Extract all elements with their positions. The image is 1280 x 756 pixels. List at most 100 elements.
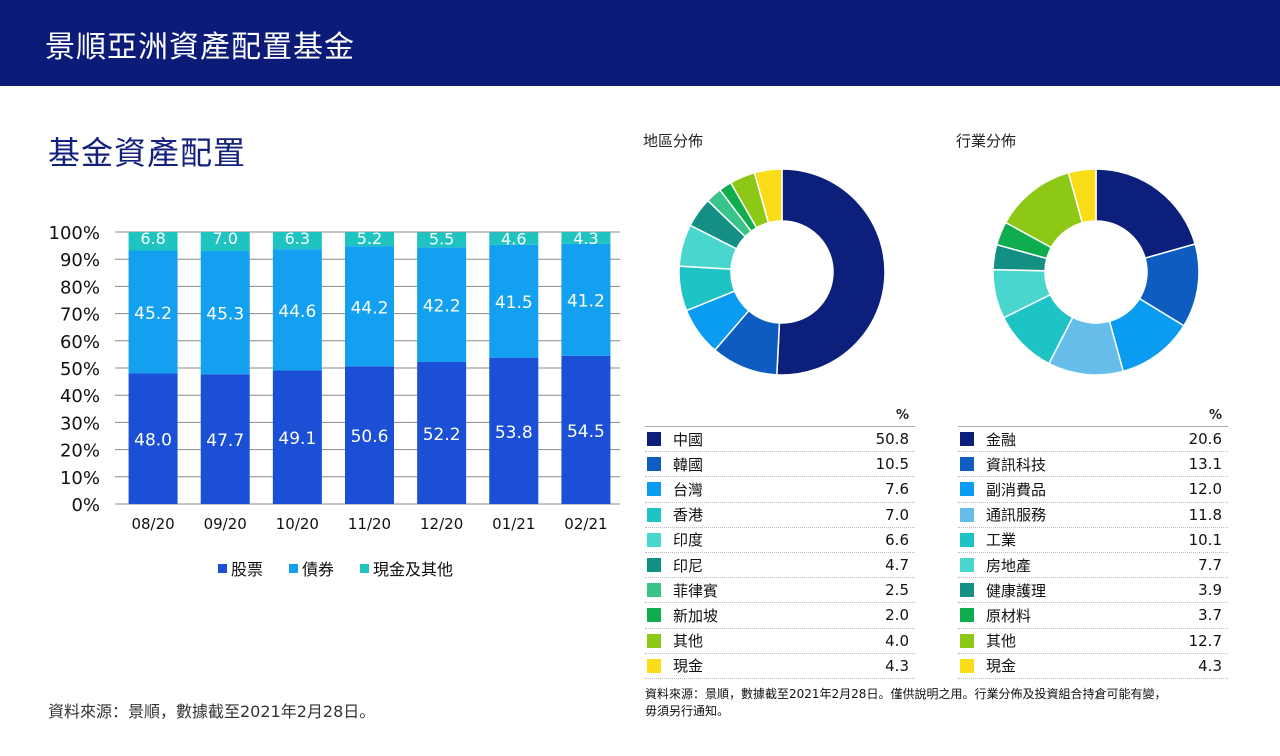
- bar-segment-現金及其他: [345, 232, 394, 247]
- bar-value-label: 52.2: [423, 425, 461, 445]
- industry-table-row: 現金 4.3: [958, 654, 1228, 679]
- y-tick-label: 50%: [60, 359, 100, 380]
- industry-row-label: 通訊服務: [986, 506, 1047, 525]
- industry-row-swatch: [960, 633, 974, 648]
- region-row-value: 10.5: [875, 455, 909, 474]
- region-row-swatch: [647, 558, 661, 573]
- industry-table-row: 通訊服務 11.8: [958, 503, 1228, 528]
- bar-segment-股票: [272, 370, 322, 504]
- industry-row-value: 10.1: [1188, 530, 1222, 549]
- x-tick-label: 11/20: [348, 515, 391, 533]
- industry-chart-title: 行業分佈: [956, 132, 1017, 150]
- region-row-label: 新加坡: [673, 606, 719, 625]
- region-row-label: 其他: [673, 632, 704, 651]
- region-table-row: 台灣 7.6: [645, 477, 915, 503]
- legend-item-stocks: 股票: [218, 556, 263, 580]
- donut-slice-現金: [1067, 168, 1097, 224]
- bar-value-label: 48.0: [134, 431, 172, 451]
- region-table-row: 新加坡 2.0: [645, 603, 915, 629]
- bar-segment-股票: [489, 357, 539, 504]
- bar-segment-股票: [345, 366, 394, 504]
- bar-segment-現金及其他: [200, 232, 250, 252]
- bar-value-label: 45.2: [134, 304, 172, 324]
- region-table-row: 印尼 4.7: [645, 553, 915, 579]
- x-tick-label: 12/20: [420, 515, 463, 533]
- industry-row-swatch: [960, 608, 974, 623]
- region-row-value: 7.6: [885, 480, 909, 499]
- industry-table-row: 金融 20.6: [958, 427, 1228, 453]
- region-row-label: 台灣: [673, 480, 704, 499]
- bar-value-label: 41.5: [495, 293, 533, 313]
- industry-row-swatch: [960, 482, 974, 497]
- bar-segment-債券: [128, 250, 178, 374]
- region-row-swatch: [647, 482, 661, 497]
- region-row-label: 菲律賓: [673, 581, 719, 600]
- industry-table-row: 健康護理 3.9: [958, 578, 1228, 604]
- bar-value-label: 4.6: [501, 229, 526, 248]
- region-row-swatch: [647, 457, 661, 472]
- industry-row-label: 現金: [986, 657, 1017, 676]
- y-tick-label: 90%: [60, 250, 100, 271]
- region-table-row: 現金 4.3: [645, 654, 915, 679]
- y-tick-label: 80%: [60, 277, 100, 298]
- region-row-label: 香港: [673, 506, 704, 525]
- industry-table-row: 房地產 7.7: [958, 553, 1228, 579]
- industry-row-value: 3.7: [1198, 606, 1222, 625]
- region-row-swatch: [647, 432, 661, 447]
- region-row-value: 50.8: [875, 430, 909, 449]
- bar-segment-股票: [417, 362, 467, 504]
- legend-item-bonds: 債券: [289, 556, 334, 580]
- region-row-swatch: [647, 633, 661, 648]
- bar-segment-股票: [200, 374, 250, 504]
- industry-row-swatch: [960, 658, 974, 673]
- region-row-value: 4.3: [885, 656, 909, 675]
- legend-item-cash: 現金及其他: [360, 556, 453, 580]
- bar-segment-現金及其他: [272, 232, 322, 250]
- donut-slice-現金: [753, 168, 783, 224]
- industry-row-swatch: [960, 457, 974, 472]
- donut-slice-中國: [776, 168, 886, 376]
- y-tick-label: 20%: [60, 441, 100, 462]
- industry-row-label: 資訊科技: [986, 455, 1047, 474]
- region-percent-header: %: [645, 405, 915, 427]
- bar-segment-現金及其他: [489, 232, 539, 245]
- x-tick-label: 10/20: [276, 515, 319, 533]
- bar-value-label: 50.6: [351, 427, 389, 447]
- industry-row-value: 12.7: [1188, 631, 1222, 650]
- region-row-label: 印尼: [673, 556, 704, 575]
- industry-row-value: 7.7: [1198, 556, 1222, 575]
- bar-value-label: 5.2: [357, 229, 382, 248]
- industry-table-row: 其他 12.7: [958, 629, 1228, 654]
- industry-row-swatch: [960, 558, 974, 573]
- legend-label-cash: 現金及其他: [373, 560, 454, 579]
- region-row-swatch: [647, 532, 661, 547]
- region-table-row: 印度 6.6: [645, 528, 915, 553]
- legend-label-bonds: 債券: [302, 560, 335, 579]
- industry-row-label: 健康護理: [986, 581, 1047, 600]
- industry-row-label: 金融: [986, 430, 1017, 449]
- region-table-row: 其他 4.0: [645, 629, 915, 654]
- y-tick-label: 60%: [60, 332, 100, 353]
- x-tick-label: 02/21: [564, 515, 607, 533]
- industry-table-row: 原材料 3.7: [958, 603, 1228, 629]
- y-tick-label: 40%: [60, 386, 100, 407]
- industry-row-value: 11.8: [1188, 505, 1222, 524]
- industry-row-label: 工業: [986, 531, 1017, 550]
- header-banner: 景順亞洲資產配置基金: [0, 0, 1280, 86]
- region-row-value: 4.0: [885, 631, 909, 650]
- bar-value-label: 49.1: [278, 429, 316, 449]
- source-note-left: 資料來源：景順，數據截至2021年2月28日。: [48, 702, 376, 721]
- bar-segment-債券: [561, 243, 611, 356]
- bar-segment-債券: [489, 244, 539, 358]
- region-row-label: 現金: [673, 657, 704, 676]
- legend-swatch-cash: [360, 563, 370, 573]
- region-row-value: 2.0: [885, 606, 909, 625]
- y-tick-label: 70%: [60, 305, 100, 326]
- region-row-value: 7.0: [885, 505, 909, 524]
- bar-value-label: 7.0: [212, 229, 237, 248]
- source-note-right: 資料來源：景順，數據截至2021年2月28日。僅供說明之用。行業分佈及投資組合持…: [645, 686, 1265, 720]
- region-row-value: 6.6: [885, 530, 909, 549]
- y-tick-label: 30%: [60, 413, 100, 434]
- bar-segment-現金及其他: [561, 232, 611, 244]
- bar-segment-股票: [128, 373, 178, 504]
